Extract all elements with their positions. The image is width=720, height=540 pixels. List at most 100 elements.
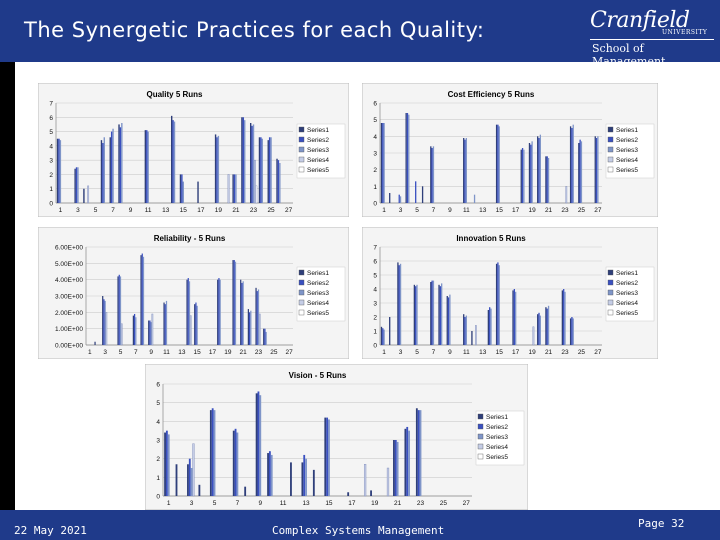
bar	[432, 146, 435, 203]
x-tick-label: 25	[267, 207, 275, 214]
bar	[489, 307, 491, 345]
legend-box	[605, 266, 655, 322]
bar	[105, 312, 108, 346]
bar	[267, 453, 269, 496]
y-tick-label: 2	[373, 167, 377, 174]
bar	[100, 140, 103, 203]
x-tick-label: 23	[417, 500, 425, 507]
bar	[515, 291, 517, 345]
bar	[531, 141, 533, 203]
legend-swatch	[607, 136, 614, 143]
bar	[94, 341, 96, 345]
bar	[464, 139, 466, 203]
quality-chart: Quality 5 Runs 0 1 2 3 4 5 6 7 1 3 5 7 9 11 13 15 17 19 21 2…	[38, 83, 349, 217]
x-tick-label: 19	[528, 207, 536, 214]
bar	[512, 290, 514, 345]
bar	[571, 128, 573, 203]
y-tick-label: 6	[373, 259, 377, 266]
legend-swatch	[607, 269, 614, 276]
y-tick-label: 6	[373, 101, 377, 108]
bar	[312, 469, 315, 496]
bar	[119, 127, 122, 203]
x-tick-label: 1	[382, 349, 386, 356]
legend-box	[605, 123, 655, 179]
bar	[187, 464, 189, 496]
x-tick-label: 17	[348, 500, 356, 507]
legend-label: Series4	[486, 444, 508, 451]
bar	[103, 299, 105, 345]
bar	[328, 419, 330, 496]
bar	[142, 256, 145, 345]
bar	[216, 137, 218, 203]
y-tick-label: 0	[373, 201, 377, 208]
legend-label: Series4	[616, 300, 638, 307]
bar	[521, 148, 524, 203]
bar	[112, 128, 114, 203]
bar	[248, 312, 251, 345]
bar	[118, 124, 120, 203]
bar	[149, 320, 151, 345]
x-tick-label: 1	[167, 500, 171, 507]
bar	[56, 138, 59, 203]
x-tick-label: 19	[528, 349, 536, 356]
bar	[547, 305, 550, 345]
bar	[255, 393, 258, 496]
bar	[249, 123, 252, 203]
bar	[163, 302, 165, 345]
bar	[572, 124, 574, 203]
legend-label: Series2	[307, 137, 329, 144]
legend-label: Series3	[307, 290, 329, 297]
bar	[495, 263, 498, 345]
x-tick-label: 7	[111, 207, 115, 214]
x-tick-label: 25	[270, 349, 278, 356]
chart-title: Cost Efficiency 5 Runs	[448, 90, 535, 99]
legend-swatch	[298, 279, 305, 286]
bar	[267, 140, 269, 203]
y-tick-label: 2	[156, 456, 160, 463]
x-tick-label: 27	[594, 349, 602, 356]
bar	[528, 143, 531, 203]
legend-label: Series3	[616, 147, 638, 154]
y-tick-label: 6	[49, 115, 53, 122]
bar	[257, 289, 260, 345]
bar	[217, 135, 220, 203]
bar	[241, 117, 243, 203]
bar	[170, 115, 173, 203]
bar	[463, 138, 465, 203]
bar	[545, 156, 547, 203]
bar	[257, 391, 260, 496]
legend-label: Series3	[486, 434, 508, 441]
bar	[441, 283, 443, 345]
bar	[213, 410, 216, 496]
legend-label: Series1	[616, 127, 638, 134]
bar	[430, 282, 432, 345]
legend-swatch	[607, 279, 614, 286]
bar	[276, 158, 278, 203]
bar	[175, 464, 178, 496]
bar	[399, 263, 402, 345]
bar	[258, 313, 261, 346]
chart-frame	[145, 364, 528, 510]
bar	[463, 314, 465, 345]
bar	[530, 144, 532, 203]
y-tick-label: 1	[373, 329, 377, 336]
bar	[417, 410, 420, 496]
bar	[247, 309, 249, 345]
y-tick-label: 3	[156, 438, 160, 445]
left-accent-bar	[0, 62, 15, 510]
x-tick-label: 19	[371, 500, 379, 507]
bar	[270, 454, 273, 496]
footer-bar: 22 May 2021 Complex Systems Management P…	[0, 510, 720, 540]
legend-swatch	[298, 269, 305, 276]
vision-chart: Vision - 5 Runs 0 1 2 3 4 5 6 1 3 5 7 9 11 13 15 17 19 21 2…	[145, 364, 528, 510]
bar	[386, 467, 390, 497]
bar	[394, 440, 397, 496]
legend-swatch	[298, 156, 305, 163]
bar	[408, 114, 410, 203]
x-tick-label: 23	[250, 207, 258, 214]
bar	[513, 289, 516, 345]
bar	[194, 304, 196, 345]
bar	[268, 451, 271, 496]
